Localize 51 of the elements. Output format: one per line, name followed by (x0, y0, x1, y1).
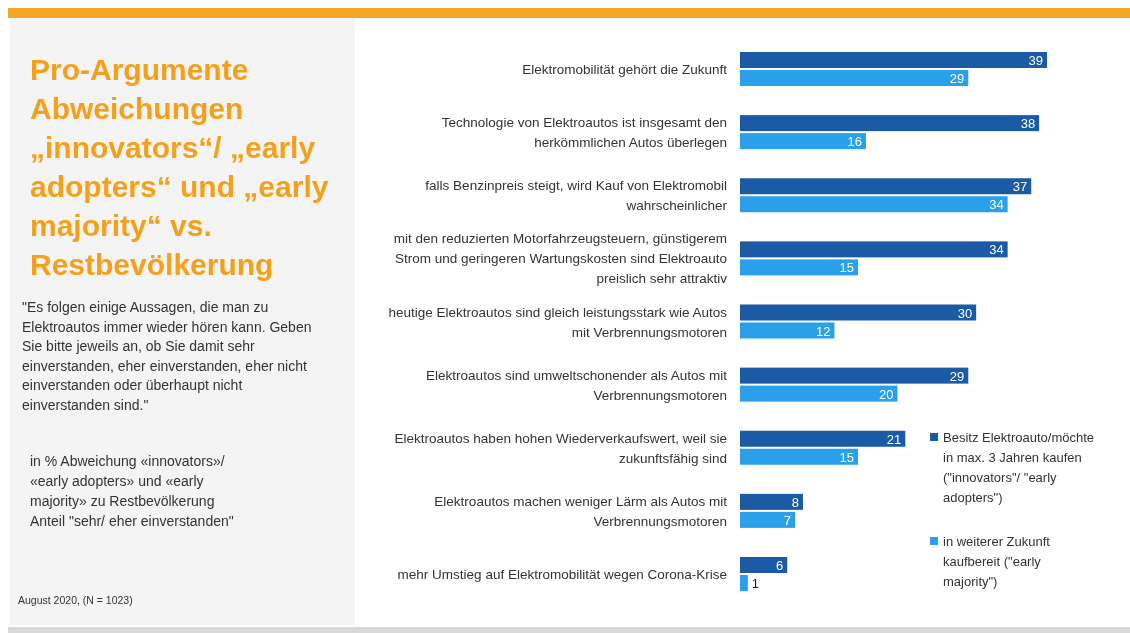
data-label: 12 (815, 323, 831, 339)
data-label: 16 (847, 134, 862, 150)
bar (740, 259, 859, 276)
text: August 2020, (N = 1023) (18, 594, 133, 606)
y-tick-label: Elektroautos sind umweltschonender als Autos mit Verbrennungsmotoren (426, 367, 728, 403)
bar (740, 493, 803, 510)
data-label: 15 (839, 449, 855, 465)
data-label: 37 (1012, 179, 1028, 195)
data-label: 38 (1020, 116, 1036, 132)
bar (740, 304, 977, 321)
text: Pro-Argumente Abweichungen „innovators“/ „early adopters“ und „early majority“ vs. Restbevölkerung (30, 53, 329, 281)
data-label: 39 (1028, 53, 1043, 68)
y-tick-label: Elektroautos machen weniger Lärm als Autos mit Verbrennungsmotoren (434, 493, 728, 529)
y-tick-label: mit den reduzierten Motorfahrzeugsteuern, günstigerem Strom und geringeren Wartungskosten sind Elektroauto preislich sehr attraktiv (393, 231, 728, 287)
y-tick-label: Elektroautos haben hohen Wiederverkaufswert, weil sie zukunftsfähig sind (394, 430, 727, 466)
bar (740, 385, 898, 402)
data-label: 29 (949, 368, 965, 384)
bar (740, 241, 1008, 258)
bar (740, 430, 906, 447)
data-label: 8 (791, 494, 799, 510)
legend-label: in weiterer Zukunft kaufbereit ("early majority") (943, 534, 1051, 589)
text: in % Abweichung «innovators»/ «early adopters» und «early majority» zu Restbevölkerung Anteil "sehr/ eher einverstanden" (30, 453, 234, 529)
bar (740, 196, 1008, 213)
bar (740, 448, 859, 465)
data-label: 7 (783, 512, 792, 528)
text: "Es folgen einige Aussagen, die man zu Elektroautos immer wieder hören kann. Geben Sie bitte jeweils an, ob Sie damit sehr einverstanden, eher einverstanden, eher nicht einverstanden oder überhaupt nicht einverstanden sind." (22, 299, 312, 413)
bar (740, 367, 969, 384)
y-tick-label: mehr Umstieg auf Elektromobilität wegen Corona-Krise (397, 567, 727, 582)
bar (740, 178, 1032, 195)
bar (740, 322, 835, 339)
data-label: 34 (989, 197, 1004, 213)
bar (740, 70, 969, 86)
data-label: 1 (751, 576, 760, 591)
bar (740, 52, 1047, 68)
data-label: 20 (878, 386, 894, 402)
legend-label: Besitz Elektroauto/möchte in max. 3 Jahren kaufen ("innovators"/ "early adopters") (943, 430, 1095, 505)
data-label: 34 (989, 242, 1004, 258)
bar (740, 575, 748, 591)
data-label: 29 (949, 71, 965, 86)
bar (740, 557, 788, 573)
bar (740, 511, 796, 528)
y-tick-label: Technologie von Elektroautos ist insgesamt den herkömmlichen Autos überlegen (441, 115, 727, 151)
data-label: 6 (776, 558, 784, 573)
bar (740, 133, 866, 150)
data-label: 30 (957, 305, 973, 321)
data-label: 21 (886, 431, 902, 447)
y-tick-label: falls Benzinpreis steigt, wird Kauf von Elektromobil wahrscheinlicher (425, 178, 728, 214)
y-tick-label: Elektromobilität gehört die Zukunft (522, 62, 728, 77)
data-label: 15 (839, 260, 855, 276)
y-tick-label: heutige Elektroautos sind gleich leistungsstark wie Autos mit Verbrennungsmotoren (388, 304, 728, 340)
bar (740, 115, 1040, 132)
